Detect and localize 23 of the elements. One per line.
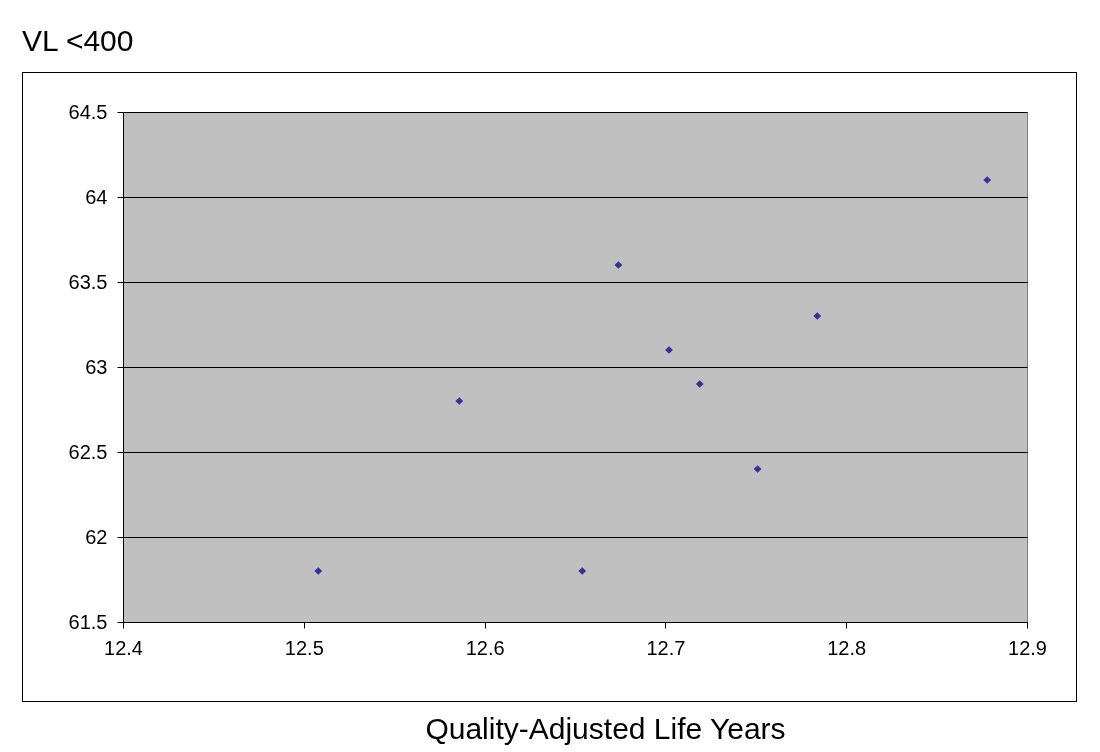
y-tick-label: 63.5 [68,270,108,293]
y-tick-label: 62 [85,525,108,548]
x-tick-label: 12.4 [104,636,143,659]
y-tick-label: 63 [85,355,108,378]
point [614,261,623,269]
point [695,380,704,388]
x-tick-label: 12.9 [1008,636,1047,659]
point [813,312,822,320]
x-tick-label: 12.8 [827,636,867,659]
point [753,465,762,473]
point [455,397,464,405]
y-tick-label: 62.5 [68,440,108,463]
y-tick-label: 64 [85,185,108,208]
y-tick-label: 64.5 [68,100,108,123]
point [983,176,992,184]
point [314,567,323,575]
x-tick-label: 12.7 [646,636,686,659]
x-axis-title: Quality-Adjusted Life Years [425,711,786,745]
y-tick-label: 61.5 [68,610,108,633]
x-tick-label: 12.5 [284,636,324,659]
chart-title: VL <400 [22,24,134,57]
x-tick-label: 12.6 [465,636,505,659]
point [578,567,587,575]
